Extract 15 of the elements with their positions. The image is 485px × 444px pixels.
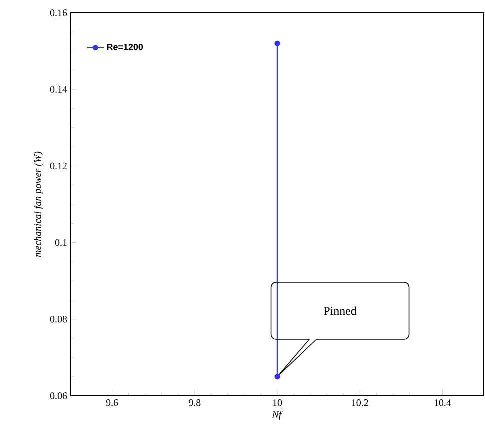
y-tick-label: 0.16 bbox=[50, 10, 68, 16]
y-axis-title: mechanical fan power (W) bbox=[34, 152, 44, 258]
x-tick-label: 9.8 bbox=[189, 400, 201, 406]
legend-label: Re=1200 bbox=[107, 44, 144, 50]
x-tick-label: 10.2 bbox=[352, 400, 368, 406]
annotation: Pinned bbox=[324, 306, 357, 316]
y-tick-label: 0.14 bbox=[50, 86, 68, 93]
x-axis-title: Nf bbox=[272, 411, 283, 420]
y-tick-label: 0.1 bbox=[55, 239, 67, 246]
x-tick-label: 10.4 bbox=[434, 400, 452, 406]
x-tick-label: 10 bbox=[273, 400, 282, 406]
y-tick-label: 0.06 bbox=[50, 392, 68, 400]
y-tick-label: 0.08 bbox=[50, 316, 68, 323]
x-tick-label: 9.6 bbox=[106, 400, 118, 406]
y-tick-label: 0.12 bbox=[50, 162, 67, 170]
